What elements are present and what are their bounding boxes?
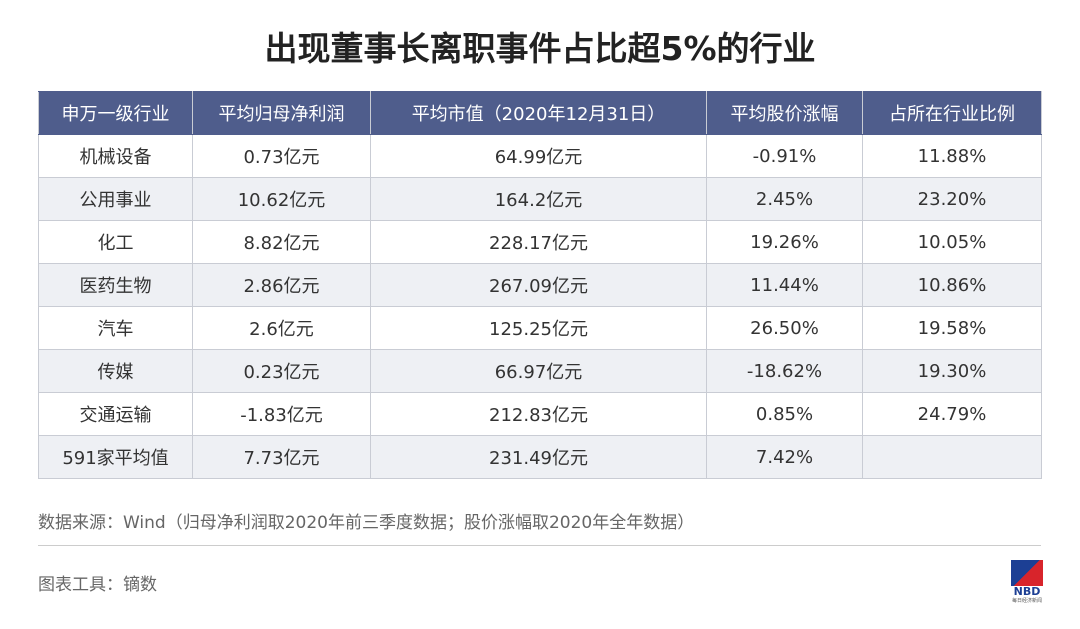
table-cell: 64.99亿元 — [370, 134, 707, 178]
table-cell: 10.86% — [862, 263, 1042, 307]
logo-sub: 每日经济新闻 — [1011, 598, 1042, 604]
table-cell: 2.45% — [706, 177, 863, 221]
table-cell: 23.20% — [862, 177, 1042, 221]
header-cell: 平均股价涨幅 — [706, 91, 863, 135]
table-row: 公用事业 10.62亿元 164.2亿元 2.45% 23.20% — [38, 177, 1042, 221]
header-cell: 平均市值（2020年12月31日） — [370, 91, 707, 135]
logo-name: NBD — [1013, 585, 1041, 598]
table-cell: 19.26% — [706, 220, 863, 264]
table-cell: 228.17亿元 — [370, 220, 707, 264]
header-row: 申万一级行业 平均归母净利润 平均市值（2020年12月31日） 平均股价涨幅 占所在行… — [38, 91, 1042, 135]
data-table: 申万一级行业 平均归母净利润 平均市值（2020年12月31日） 平均股价涨幅 占所在行… — [38, 91, 1042, 479]
divider — [38, 545, 1041, 546]
table-cell: 0.85% — [706, 392, 863, 436]
table-row: 医药生物 2.86亿元 267.09亿元 11.44% 10.86% — [38, 263, 1042, 307]
table-cell: 2.86亿元 — [192, 263, 371, 307]
empty-cell — [862, 435, 1042, 479]
table-cell: 267.09亿元 — [370, 263, 707, 307]
header-cell: 申万一级行业 — [38, 91, 193, 135]
table-cell: 0.23亿元 — [192, 349, 371, 393]
table-cell: 汽车 — [38, 306, 193, 350]
table-cell: 164.2亿元 — [370, 177, 707, 221]
table-cell: 0.73亿元 — [192, 134, 371, 178]
table-cell: 231.49亿元 — [370, 435, 707, 479]
table-row: 传媒 0.23亿元 66.97亿元 -18.62% 19.30% — [38, 349, 1042, 393]
table-cell: -1.83亿元 — [192, 392, 371, 436]
table-cell: 19.58% — [862, 306, 1042, 350]
table-cell: 化工 — [38, 220, 193, 264]
table-row: 591家平均值 7.73亿元 231.49亿元 7.42% — [38, 435, 1042, 479]
title: 出现董事长离职事件占比超5%的行业 — [264, 29, 816, 68]
table-cell: 8.82亿元 — [192, 220, 371, 264]
table-cell: 传媒 — [38, 349, 193, 393]
table-cell: 66.97亿元 — [370, 349, 707, 393]
table-cell: 7.42% — [706, 435, 863, 479]
table-cell: 2.6亿元 — [192, 306, 371, 350]
table-body: 机械设备 0.73亿元 64.99亿元 -0.91% 11.88% 公用事业 10.62亿元… — [38, 134, 1042, 479]
table-cell: -0.91% — [706, 134, 863, 178]
table-row: 交通运输 -1.83亿元 212.83亿元 0.85% 24.79% — [38, 392, 1042, 436]
table-cell: 公用事业 — [38, 177, 193, 221]
table-row: 机械设备 0.73亿元 64.99亿元 -0.91% 11.88% — [38, 134, 1042, 178]
table-cell: 212.83亿元 — [370, 392, 707, 436]
table-cell: 10.05% — [862, 220, 1042, 264]
table-cell: 125.25亿元 — [370, 306, 707, 350]
tool-note: 图表工具：镝数 — [38, 575, 157, 595]
table-cell: 26.50% — [706, 306, 863, 350]
logo: NBD 每日经济新闻 — [1006, 560, 1048, 604]
header-cell: 占所在行业比例 — [862, 91, 1042, 135]
table-cell: 11.88% — [862, 134, 1042, 178]
header-cell: 平均归母净利润 — [192, 91, 371, 135]
logo-mark — [1011, 560, 1043, 586]
table-row: 化工 8.82亿元 228.17亿元 19.26% 10.05% — [38, 220, 1042, 264]
table-row: 汽车 2.6亿元 125.25亿元 26.50% 19.58% — [38, 306, 1042, 350]
table-cell: 591家平均值 — [38, 435, 193, 479]
table-cell: 医药生物 — [38, 263, 193, 307]
table-cell: 10.62亿元 — [192, 177, 371, 221]
table-cell: 7.73亿元 — [192, 435, 371, 479]
table-cell: -18.62% — [706, 349, 863, 393]
source-note: 数据来源：Wind（归母净利润取2020年前三季度数据；股价涨幅取2020年全年… — [38, 513, 695, 533]
table-cell: 19.30% — [862, 349, 1042, 393]
table-cell: 11.44% — [706, 263, 863, 307]
table-cell: 交通运输 — [38, 392, 193, 436]
table-cell: 24.79% — [862, 392, 1042, 436]
table-cell: 机械设备 — [38, 134, 193, 178]
